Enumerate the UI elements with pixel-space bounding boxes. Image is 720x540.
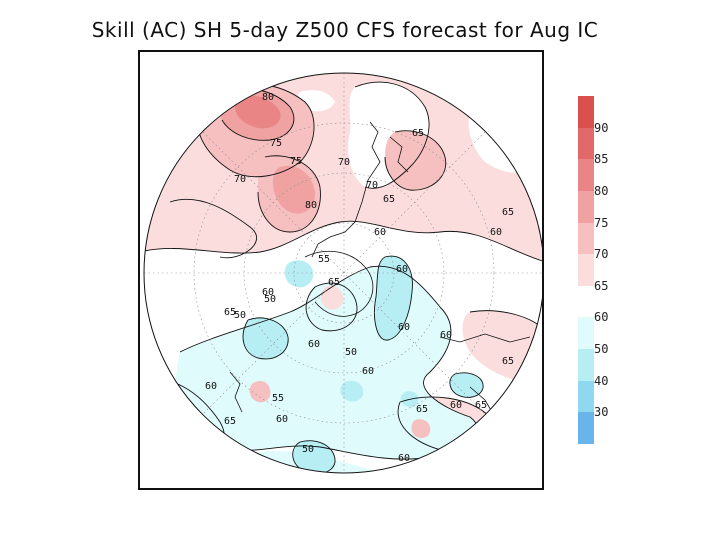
contour-label: 60 [308,339,320,350]
contour-label: 60 [276,414,288,425]
contour-label: 65 [416,404,428,415]
legend-tick-label: 40 [594,373,609,388]
region-pink-80-center [272,165,316,214]
map-frame: 80 75 75 70 70 80 70 65 65 65 60 60 55 6… [138,50,544,490]
contour-label: 65 [502,207,514,218]
contour-label: 70 [338,157,350,168]
contour-label: 50 [234,310,246,321]
contour-label: 70 [234,174,246,185]
legend-tick-label: 85 [594,152,609,167]
region-pink-patch-2 [411,419,431,439]
contour-label: 80 [262,92,274,103]
contour-label: 60 [398,453,410,464]
legend-tick-label: 70 [594,247,609,262]
contour-label: 55 [318,254,330,265]
region-pink-85-nw [235,95,281,129]
legend-swatch [578,190,594,224]
contour-label: 60 [362,366,374,377]
contour-label: 60 [396,264,408,275]
contour-label: 65 [502,356,514,367]
legend-swatch [578,412,594,445]
legend-swatch [578,96,594,129]
contour-label: 65 [475,400,487,411]
region-cyan-patch-6 [292,440,336,473]
region-cyan-patch-1 [374,256,413,341]
legend-swatch [578,254,594,287]
contour-label: 60 [205,381,217,392]
contour-label: 50 [302,444,314,455]
legend-swatch [578,159,594,192]
contour-label: 65 [383,194,395,205]
contour-label: 65 [328,277,340,288]
contour-label: 60 [440,330,452,341]
contour-label: 60 [374,227,386,238]
legend-swatch [578,349,594,382]
legend-tick-label: 50 [594,342,609,357]
contour-label: 75 [290,156,302,167]
contour-label: 60 [490,227,502,238]
region-pink-patch-1 [249,380,271,403]
region-cyan-patch-5 [340,380,364,402]
contour-label: 65 [412,128,424,139]
legend-swatch [578,127,594,160]
color-legend [578,96,594,445]
contour-label: 80 [305,200,317,211]
contour-label: 70 [366,180,378,191]
contour-label: 55 [272,393,284,404]
region-pink-patch-3 [320,285,344,310]
contour-label: 60 [398,322,410,333]
contour-label: 65 [224,416,236,427]
contour-label: 50 [345,347,357,358]
contour-label: 60 [450,400,462,411]
contour-label: 65 [224,307,236,318]
polar-map: 80 75 75 70 70 80 70 65 65 65 60 60 55 6… [143,72,542,474]
legend-tick-label: 90 [594,120,609,135]
legend-tick-label: 60 [594,310,609,325]
legend-tick-label: 80 [594,183,609,198]
coastlines [144,121,531,463]
legend-tick-label: 75 [594,215,609,230]
graticule [144,73,542,473]
legend-swatch [578,285,594,318]
contour-label: 75 [270,138,282,149]
region-cyan-patch-3 [284,260,314,288]
contour-label: 50 [264,294,276,305]
chart-title: Skill (AC) SH 5-day Z500 CFS forecast fo… [91,18,599,42]
contour-label: 60 [262,287,274,298]
legend-swatch [578,317,594,350]
legend-swatch [578,222,594,255]
map-boundary [143,72,542,474]
contour-label-group: 80 75 75 70 70 80 70 65 65 65 60 60 55 6… [205,92,514,464]
legend-swatch [578,380,594,413]
legend-tick-label: 65 [594,278,609,293]
region-cyan-patch-2 [243,317,289,359]
legend-tick-label: 30 [594,405,609,420]
